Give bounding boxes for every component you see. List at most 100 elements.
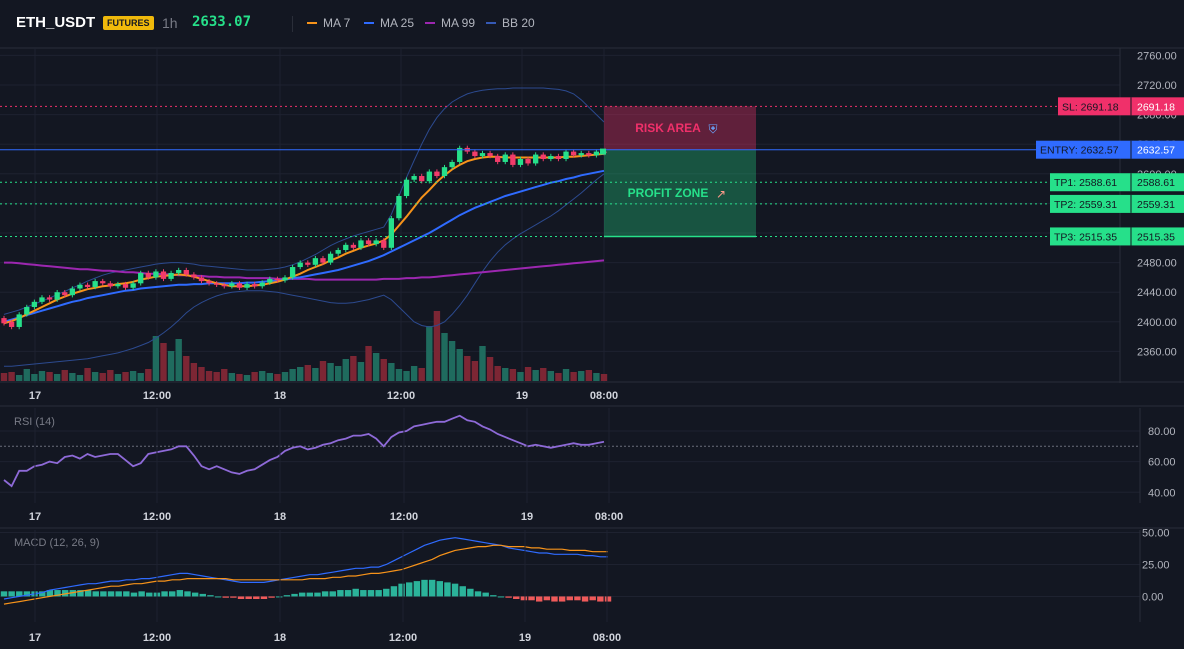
level-tag[interactable] [1050, 227, 1184, 246]
candle[interactable] [92, 278, 98, 290]
candle[interactable] [403, 177, 410, 199]
candle[interactable] [62, 289, 68, 298]
candle[interactable] [130, 281, 136, 290]
candle[interactable] [100, 278, 106, 286]
risk-area-zone[interactable] [604, 106, 756, 150]
candle[interactable] [107, 281, 113, 289]
candle[interactable] [548, 153, 554, 162]
candle[interactable] [563, 149, 569, 162]
candle[interactable] [115, 281, 121, 289]
candle[interactable] [24, 304, 30, 317]
candle[interactable] [570, 149, 577, 158]
candle[interactable] [244, 281, 250, 290]
candle[interactable] [479, 150, 486, 159]
candle[interactable] [77, 282, 83, 291]
candle[interactable] [441, 164, 448, 179]
candle[interactable] [358, 238, 364, 251]
candle[interactable] [487, 150, 493, 159]
candle[interactable] [320, 255, 326, 265]
timeframe-selector[interactable]: 1h [162, 15, 178, 31]
candle[interactable] [39, 295, 45, 305]
candle[interactable] [495, 153, 501, 165]
candle[interactable] [502, 152, 508, 165]
candle[interactable] [396, 193, 402, 221]
level-tag[interactable] [1058, 97, 1184, 116]
level-tag[interactable] [1050, 173, 1184, 192]
candle[interactable] [176, 267, 182, 276]
price-plot-area[interactable] [0, 48, 1120, 383]
candle[interactable] [578, 150, 584, 158]
candle[interactable] [267, 276, 273, 285]
candle[interactable] [388, 215, 394, 251]
macd-histogram-bar [54, 590, 61, 597]
candle[interactable] [206, 278, 212, 286]
candle[interactable] [327, 251, 334, 265]
candle[interactable] [540, 152, 546, 162]
candle[interactable] [297, 260, 303, 270]
candle[interactable] [411, 173, 417, 182]
symbol-name[interactable]: ETH_USDT [16, 14, 96, 31]
legend-ma99[interactable]: MA 99 [425, 16, 475, 30]
candle[interactable] [517, 156, 524, 168]
candle[interactable] [555, 153, 562, 162]
candle[interactable] [251, 281, 258, 289]
candle[interactable] [350, 242, 357, 251]
candle[interactable] [198, 275, 205, 284]
candle[interactable] [449, 159, 455, 170]
candle[interactable] [221, 282, 227, 289]
candle[interactable] [160, 269, 167, 282]
candle[interactable] [274, 276, 281, 283]
candle[interactable] [214, 281, 220, 288]
candle[interactable] [312, 255, 319, 268]
candle[interactable] [191, 272, 197, 280]
legend-bb20[interactable]: BB 20 [486, 16, 535, 30]
candle[interactable] [282, 275, 288, 283]
candle[interactable] [472, 149, 478, 159]
price-pane[interactable]: 2760.002720.002680.002640.002600.002560.… [0, 47, 1184, 407]
candle[interactable] [54, 289, 60, 302]
macd-pane[interactable]: MACD (12, 26, 9) 50.00 25.00 0.00 17 12:00 18 1… [0, 528, 1170, 644]
level-tag[interactable] [1036, 140, 1184, 159]
candle[interactable] [457, 145, 463, 165]
candle[interactable] [16, 312, 22, 330]
rsi-pane[interactable]: RSI (14) 80.00 60.00 40.00 17 12:00 18 12:00 19 0… [0, 408, 1184, 529]
legend-ma7[interactable]: MA 7 [307, 16, 350, 30]
candle[interactable] [145, 270, 151, 280]
candle[interactable] [84, 282, 91, 290]
candle[interactable] [122, 281, 129, 290]
candle[interactable] [259, 280, 265, 289]
candle[interactable] [593, 149, 600, 158]
macd-title: MACD (12, 26, 9) [14, 537, 100, 549]
candle[interactable] [365, 238, 372, 247]
candle[interactable] [1, 315, 7, 326]
rsi-title: RSI (14) [14, 416, 55, 428]
candle[interactable] [153, 269, 159, 280]
candle[interactable] [532, 152, 539, 166]
candle[interactable] [434, 169, 440, 179]
legend-ma25[interactable]: MA 25 [364, 16, 414, 30]
candle[interactable] [46, 295, 53, 302]
candle[interactable] [236, 281, 243, 290]
candle-body [77, 284, 83, 289]
candle[interactable] [138, 270, 144, 286]
candle[interactable] [69, 286, 76, 298]
candle[interactable] [373, 238, 379, 247]
price-x-tick: 12:00 [387, 390, 415, 402]
candle[interactable] [525, 156, 531, 166]
candle[interactable] [229, 281, 235, 289]
candle[interactable] [426, 169, 432, 184]
candle[interactable] [168, 270, 174, 282]
candle[interactable] [586, 150, 592, 158]
candle[interactable] [31, 299, 38, 310]
candle[interactable] [381, 238, 387, 251]
candle[interactable] [305, 260, 311, 268]
candle[interactable] [510, 152, 516, 168]
candle[interactable] [289, 264, 296, 280]
candle[interactable] [8, 319, 15, 330]
candle[interactable] [343, 242, 349, 253]
candle[interactable] [335, 247, 341, 256]
level-tag[interactable] [1050, 194, 1184, 213]
profit-zone[interactable] [604, 149, 756, 237]
candle[interactable] [183, 267, 189, 277]
